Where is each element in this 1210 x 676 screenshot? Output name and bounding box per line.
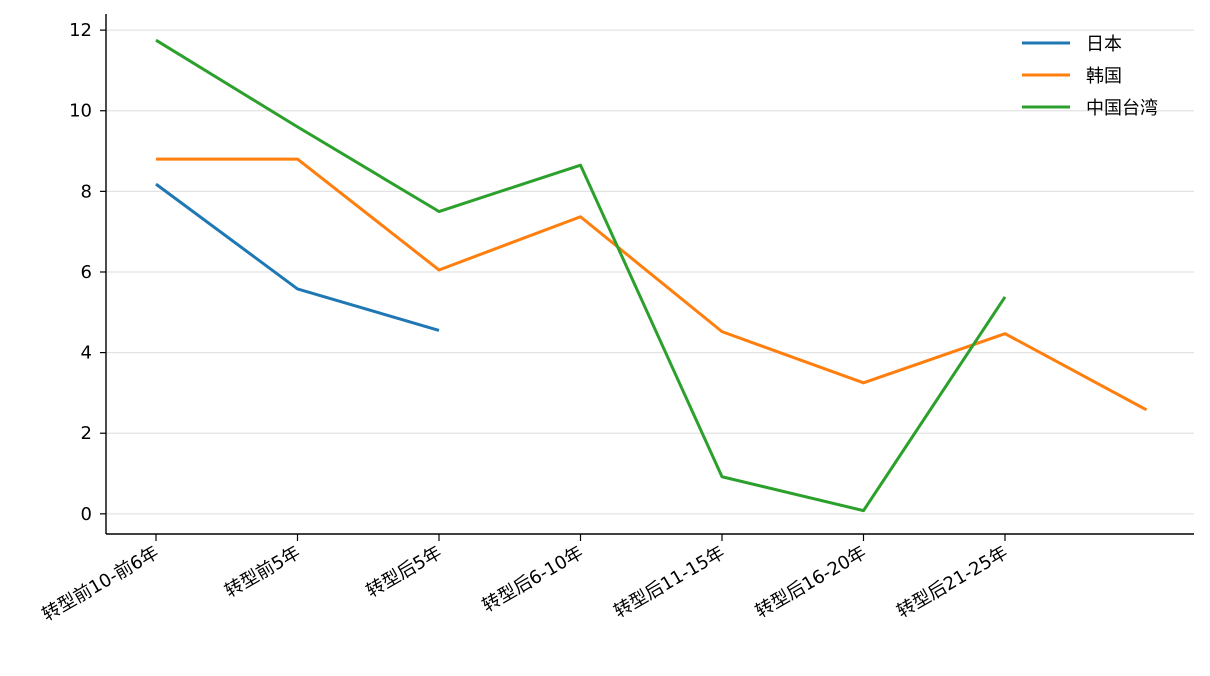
y-tick-label: 2 xyxy=(81,423,92,444)
legend-label: 中国台湾 xyxy=(1086,98,1158,119)
x-tick-label: 转型后11-15年 xyxy=(610,542,728,622)
y-tick-label: 8 xyxy=(81,181,92,202)
legend-label: 日本 xyxy=(1086,34,1122,55)
x-tick-label: 转型前10-前6年 xyxy=(39,542,163,626)
x-tick-label: 转型后6-10年 xyxy=(479,542,587,617)
series xyxy=(155,38,1148,513)
legend-label: 韩国 xyxy=(1086,66,1122,87)
y-tick-label: 6 xyxy=(81,262,92,283)
y-tick-label: 4 xyxy=(81,343,92,364)
y-tick-label: 12 xyxy=(69,20,92,41)
series-line-1 xyxy=(156,157,1148,412)
x-tick-label: 转型前5年 xyxy=(221,542,304,602)
x-tick-label: 转型后5年 xyxy=(363,542,446,602)
series-line-2 xyxy=(155,38,1007,513)
x-tick-label: 转型后21-25年 xyxy=(893,542,1011,622)
grid xyxy=(106,29,1194,515)
y-tick-label: 10 xyxy=(69,101,92,122)
x-tick-label: 转型后16-20年 xyxy=(752,542,870,622)
series-line-0 xyxy=(155,182,440,332)
y-tick-label: 0 xyxy=(81,504,92,525)
